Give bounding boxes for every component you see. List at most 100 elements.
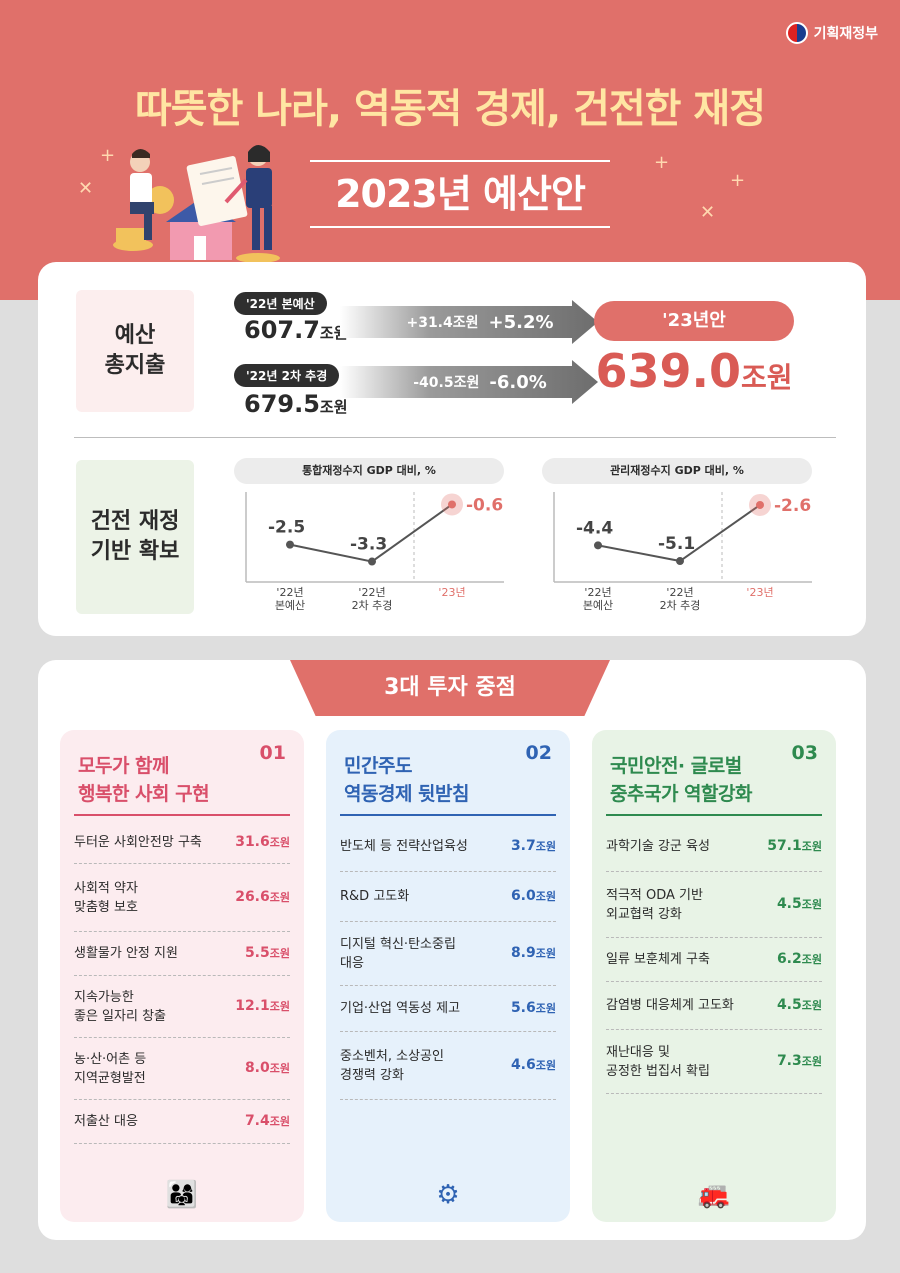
item-value: 5.5조원 xyxy=(244,945,290,961)
item-value: 5.6조원 xyxy=(510,1000,556,1016)
data-point xyxy=(594,541,602,550)
column-underline xyxy=(74,814,290,816)
item-label: 재난대응 및 공정한 법집서 확립 xyxy=(606,1044,710,1079)
list-item: 중소벤처, 소상공인 경쟁력 강화 4.6조원 xyxy=(340,1032,556,1100)
people-illustration xyxy=(113,145,280,263)
data-label: -4.4 xyxy=(576,518,613,538)
arrow-decrease xyxy=(340,360,598,404)
arrow-increase xyxy=(340,300,598,344)
item-value: 7.4조원 xyxy=(244,1113,290,1129)
list-item: 재난대응 및 공정한 법집서 확립 7.3조원 xyxy=(606,1030,822,1094)
item-label: 디지털 혁신·탄소중립 대응 xyxy=(340,936,456,971)
data-point xyxy=(286,540,294,549)
item-label: 적극적 ODA 기반 외교협력 강화 xyxy=(606,887,703,922)
data-point xyxy=(368,557,376,566)
column-heading: 모두가 함께 행복한 사회 구현 xyxy=(78,755,210,805)
fiscal-soundness-label: 건전 재정 기반 확보 xyxy=(76,460,194,614)
list-item: 농·산·어촌 등 지역균형발전 8.0조원 xyxy=(74,1038,290,1100)
list-item: R&D 고도화 6.0조원 xyxy=(340,872,556,922)
item-label: 지속가능한 좋은 일자리 창출 xyxy=(74,989,166,1024)
item-label: 두터운 사회안전망 구축 xyxy=(74,835,202,850)
item-label: 감염병 대응체계 고도화 xyxy=(606,998,734,1013)
investment-column-02: 민간주도 역동경제 뒷받침 02 반도체 등 전략산업육성 3.7조원 R&D 고도화 6… xyxy=(326,730,570,1222)
list-item: 과학기술 강군 육성 57.1조원 xyxy=(606,822,822,872)
data-label: -2.5 xyxy=(268,518,305,538)
data-label: -2.6 xyxy=(774,496,811,516)
robot-arm-icon: ⚙ xyxy=(436,1180,460,1210)
item-value: 4.5조원 xyxy=(776,896,822,912)
divider xyxy=(74,437,836,438)
list-item: 디지털 혁신·탄소중립 대응 8.9조원 xyxy=(340,922,556,986)
item-value: 8.0조원 xyxy=(244,1060,290,1076)
list-item: 사회적 약자 맞춤형 보호 26.6조원 xyxy=(74,864,290,932)
data-label: -3.3 xyxy=(350,535,387,555)
item-label: 반도체 등 전략산업육성 xyxy=(340,839,468,854)
page-title: 2023년 예산안 xyxy=(310,160,610,228)
data-label: -5.1 xyxy=(658,534,695,554)
item-value: 26.6조원 xyxy=(235,889,290,905)
tick-label: 2차 추경 xyxy=(660,599,701,612)
item-label: 농·산·어촌 등 지역균형발전 xyxy=(74,1051,147,1086)
item-value: 7.3조원 xyxy=(776,1053,822,1069)
item-label: 저출산 대응 xyxy=(74,1114,138,1129)
section-title: 3대 투자 중점 xyxy=(290,660,610,716)
tag-2022-supplementary: '22년 2차 추경 xyxy=(234,364,340,387)
item-label: 생활물가 안정 지원 xyxy=(74,946,178,961)
chart-title-managed: 관리재정수지 GDP 대비, % xyxy=(542,458,812,484)
item-label: 사회적 약자 맞춤형 보호 xyxy=(74,880,138,915)
value-number: 607.7 xyxy=(244,316,320,344)
item-value: 4.5조원 xyxy=(776,997,822,1013)
headline: 따뜻한 나라, 역동적 경제, 건전한 재정 xyxy=(134,86,766,132)
sparkle-icon: + xyxy=(100,145,116,166)
tick-label: '22년 xyxy=(276,586,303,599)
tag-2022-main-budget: '22년 본예산 xyxy=(234,292,327,315)
column-number: 03 xyxy=(791,742,818,764)
column-underline xyxy=(340,814,556,816)
item-value: 31.6조원 xyxy=(235,834,290,850)
sparkle-icon: ✕ xyxy=(78,178,94,199)
tick-label: 본예산 xyxy=(275,599,305,612)
list-item: 두터운 사회안전망 구축 31.6조원 xyxy=(74,822,290,864)
sparkle-icon: + xyxy=(654,152,670,173)
tick-label: '23년 xyxy=(438,586,465,599)
item-label: 중소벤처, 소상공인 경쟁력 강화 xyxy=(340,1048,444,1083)
item-value: 3.7조원 xyxy=(510,838,556,854)
total-spending-label: 예산 총지출 xyxy=(76,290,194,412)
list-item: 기업·산업 역동성 제고 5.6조원 xyxy=(340,986,556,1032)
item-value: 57.1조원 xyxy=(767,838,822,854)
tick-label: '22년 xyxy=(358,586,385,599)
tick-label: '23년 xyxy=(746,586,773,599)
government-emblem-icon xyxy=(785,22,808,44)
result-unit: 조원 xyxy=(740,361,793,394)
list-item: 저출산 대응 7.4조원 xyxy=(74,1100,290,1144)
list-item: 일류 보훈체계 구축 6.2조원 xyxy=(606,938,822,982)
item-label: R&D 고도화 xyxy=(340,889,410,904)
list-item: 생활물가 안정 지원 5.5조원 xyxy=(74,932,290,976)
item-value: 6.0조원 xyxy=(510,888,556,904)
result-tag: '23년안 xyxy=(594,301,794,341)
column-number: 01 xyxy=(259,742,286,764)
data-label: -0.6 xyxy=(466,495,503,515)
list-item: 적극적 ODA 기반 외교협력 강화 4.5조원 xyxy=(606,872,822,938)
item-value: 4.6조원 xyxy=(510,1057,556,1073)
increase-label: +31.4조원 +5.2% xyxy=(380,302,580,342)
value-unit: 조원 xyxy=(319,398,348,416)
list-item: 반도체 등 전략산업육성 3.7조원 xyxy=(340,822,556,872)
result-value: 639.0조원 xyxy=(594,344,794,398)
item-label: 과학기술 강군 육성 xyxy=(606,839,710,854)
investment-column-03: 국민안전· 글로벌 중추국가 역할강화 03 과학기술 강군 육성 57.1조원 적극적… xyxy=(592,730,836,1222)
diff-percent: -6.0% xyxy=(489,371,547,393)
item-label: 기업·산업 역동성 제고 xyxy=(340,1001,461,1016)
decrease-label: -40.5조원 -6.0% xyxy=(380,362,580,402)
result-number: 639.0 xyxy=(595,344,741,398)
value-number: 679.5 xyxy=(244,390,320,418)
tick-label: 2차 추경 xyxy=(352,599,393,612)
data-point xyxy=(448,500,456,509)
item-value: 12.1조원 xyxy=(235,998,290,1014)
hero-banner xyxy=(0,0,900,300)
value-2022-main-budget: 607.7조원 xyxy=(244,316,348,344)
chart-title-integrated: 통합재정수지 GDP 대비, % xyxy=(234,458,504,484)
ministry-name: 기획재정부 xyxy=(813,26,878,42)
